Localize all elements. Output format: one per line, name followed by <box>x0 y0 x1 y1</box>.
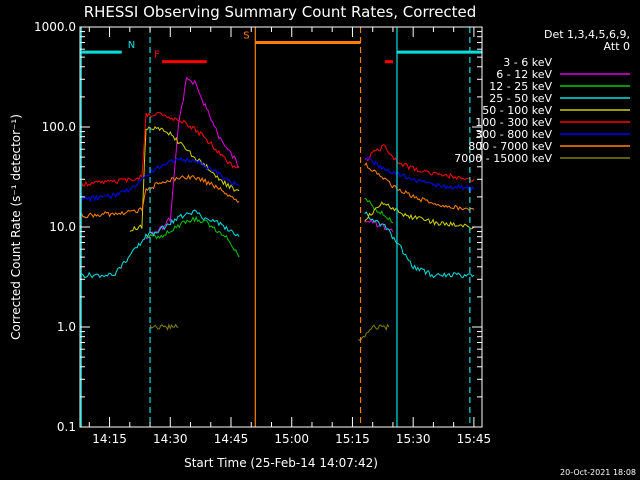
x-tick-label-1: 14:30 <box>153 432 188 446</box>
x-tick-label-3: 15:00 <box>274 432 309 446</box>
series-line-50-100kev-1 <box>129 126 240 232</box>
x-tick-label-2: 14:45 <box>214 432 249 446</box>
series-line-100-300kev-0 <box>79 111 240 187</box>
marker-label-s: S <box>243 30 249 41</box>
x-tick-label-6: 15:45 <box>457 432 492 446</box>
y-tick-label-1: 1.0 <box>57 320 76 334</box>
legend-label-25-50kev: 25 - 50 keV <box>489 92 552 105</box>
chart-title: RHESSI Observing Summary Count Rates, Co… <box>84 3 477 21</box>
series-line-3-6kev-0 <box>145 109 240 218</box>
y-tick-label-4: 1000.0 <box>34 20 76 34</box>
legend-header-line-1: Det 1,3,4,5,6,9, <box>544 28 630 41</box>
y-axis-label: Corrected Count Rate (s⁻¹ detector⁻¹) <box>9 114 23 340</box>
legend-label-800-7000kev: 800 - 7000 keV <box>468 140 552 153</box>
x-tick-label-4: 15:15 <box>335 432 370 446</box>
series-line-12-25kev-0 <box>145 215 240 258</box>
x-tick-label-0: 14:15 <box>92 432 127 446</box>
legend-header-line-2: Att 0 <box>604 40 630 53</box>
series-line-50-100kev-2 <box>364 201 475 230</box>
legend-label-100-300kev: 100 - 300 keV <box>475 116 552 129</box>
y-tick-label-0: 0.1 <box>57 420 76 434</box>
x-tick-label-5: 15:30 <box>396 432 431 446</box>
legend-label-6-12kev: 6 - 12 keV <box>496 68 552 81</box>
legend-label-300-800kev: 300 - 800 keV <box>475 128 552 141</box>
y-tick-label-3: 100.0 <box>42 120 76 134</box>
legend-label-12-25kev: 12 - 25 keV <box>489 80 552 93</box>
legend-label-50-100kev: 50 - 100 keV <box>482 104 552 117</box>
series-line-7000-15000kev-1 <box>149 323 179 331</box>
series-line-100-300kev-1 <box>364 144 475 183</box>
timestamp: 20-Oct-2021 18:08 <box>560 468 636 477</box>
marker-label-n: N <box>128 40 135 51</box>
y-tick-label-2: 10.0 <box>49 220 76 234</box>
series-line-300-800kev-0 <box>80 157 240 202</box>
series-line-6-12kev-0 <box>145 76 240 240</box>
plot-background <box>80 27 482 427</box>
series-line-12-25kev-1 <box>364 197 394 224</box>
series-line-3-6kev-1 <box>364 70 394 128</box>
series-line-7000-15000kev-3 <box>358 323 390 342</box>
marker-label-f: F <box>154 50 160 61</box>
legend-label-3-6kev: 3 - 6 keV <box>503 56 552 69</box>
series-line-25-50kev-1 <box>364 211 475 279</box>
series-line-800-7000kev-0 <box>79 173 240 219</box>
series-line-300-800kev-1 <box>364 155 475 192</box>
series-line-25-50kev-0 <box>79 209 240 279</box>
x-axis-label: Start Time (25-Feb-14 14:07:42) <box>184 456 378 470</box>
series-line-800-7000kev-1 <box>364 162 475 212</box>
legend-label-7000-15000kev: 7000 - 15000 keV <box>454 152 552 165</box>
